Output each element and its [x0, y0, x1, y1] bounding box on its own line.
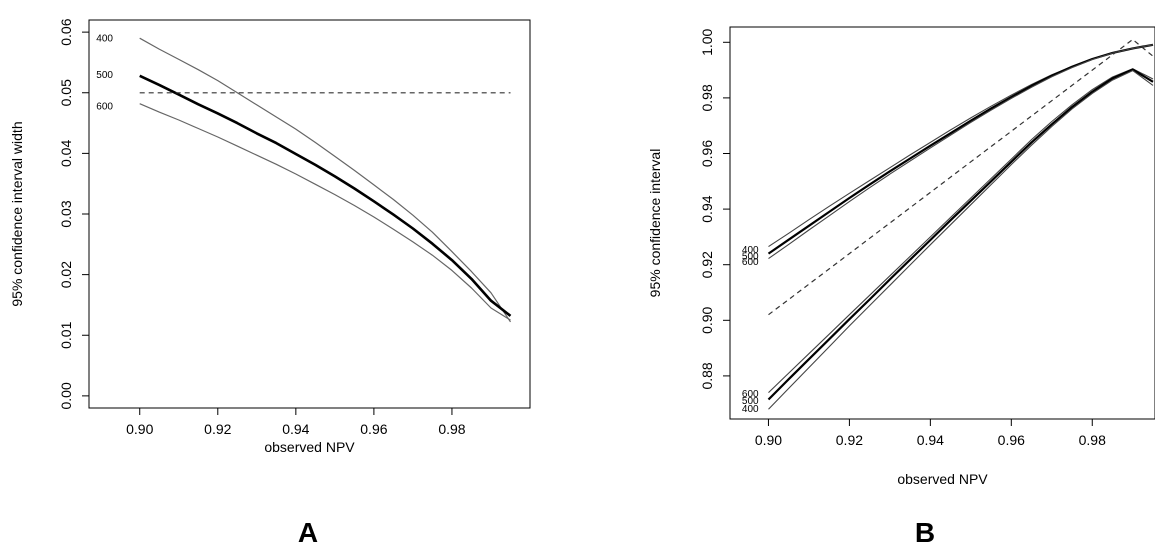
series-line-b-4	[768, 68, 1154, 393]
x-tick-label-b-0: 0.90	[755, 432, 782, 448]
series-line-b-1	[767, 43, 1154, 255]
x-tick-label-a-3: 0.96	[360, 421, 387, 437]
x-tick-label-a-0: 0.90	[126, 421, 153, 437]
y-tick-label-b-0: 0.88	[699, 362, 715, 389]
y-tick-label-b-5: 0.98	[699, 84, 715, 111]
x-tick-label-a-4: 0.98	[438, 421, 465, 437]
y-tick-label-b-6: 1.00	[699, 28, 715, 55]
series-line-a-1	[139, 74, 512, 317]
series-line-b-3	[768, 38, 1154, 316]
y-axis-title-a: 95% confidence interval width	[9, 121, 25, 306]
panel-a-label: A	[298, 517, 318, 548]
x-tick-label-b-3: 0.96	[998, 432, 1025, 448]
curve-label-b-4: 500	[742, 396, 759, 407]
x-tick-label-a-2: 0.94	[282, 421, 309, 437]
y-tick-label-b-1: 0.90	[699, 306, 715, 333]
series-group-b	[767, 38, 1154, 410]
x-axis-title-a: observed NPV	[264, 439, 355, 455]
series-line-b-0	[768, 44, 1154, 248]
series-line-a-0	[139, 37, 511, 323]
curve-label-a-2: 600	[96, 102, 113, 113]
y-tick-label-b-2: 0.92	[699, 251, 715, 278]
panel-b-label: B	[915, 517, 935, 548]
curve-label-b-5: 400	[742, 404, 759, 415]
series-line-b-2	[768, 44, 1154, 260]
y-tick-label-a-5: 0.05	[58, 79, 74, 106]
series-group-a	[139, 37, 512, 323]
curve-label-b-2: 600	[742, 257, 759, 268]
series-line-b-6	[768, 70, 1154, 410]
y-tick-label-a-1: 0.01	[58, 321, 74, 348]
y-tick-label-b-3: 0.94	[699, 195, 715, 222]
y-tick-label-b-4: 0.96	[699, 140, 715, 167]
curve-label-a-1: 500	[96, 70, 113, 81]
panel-b-chart: 0.90 0.92 0.94 0.96 0.98 0.88 0.90 0.92 0.94 0.96…	[647, 26, 1155, 487]
x-tick-label-b-4: 0.98	[1079, 432, 1106, 448]
y-axis-title-b: 95% confidence interval	[647, 149, 663, 298]
panel-a-chart: 0.90 0.92 0.94 0.96 0.98 0.00 0.01 0.02 0.03 0.04…	[9, 18, 531, 455]
curve-label-b-1: 500	[742, 251, 759, 262]
curve-label-b-0: 400	[742, 245, 759, 256]
y-tick-label-a-6: 0.06	[58, 18, 74, 45]
y-tick-label-a-3: 0.03	[58, 200, 74, 227]
plot-frame-a	[88, 19, 531, 409]
curve-label-a-0: 400	[96, 34, 113, 45]
plot-frame-b	[729, 26, 1155, 420]
x-tick-label-b-2: 0.94	[917, 432, 944, 448]
series-line-b-5	[767, 68, 1154, 401]
x-tick-label-a-1: 0.92	[204, 421, 231, 437]
x-axis-title-b: observed NPV	[897, 471, 988, 487]
x-tick-label-b-1: 0.92	[836, 432, 863, 448]
y-tick-label-a-4: 0.04	[58, 140, 74, 167]
curve-label-b-3: 600	[742, 389, 759, 400]
y-tick-label-a-2: 0.02	[58, 261, 74, 288]
series-line-a-2	[139, 103, 511, 321]
y-tick-label-a-0: 0.00	[58, 382, 74, 409]
